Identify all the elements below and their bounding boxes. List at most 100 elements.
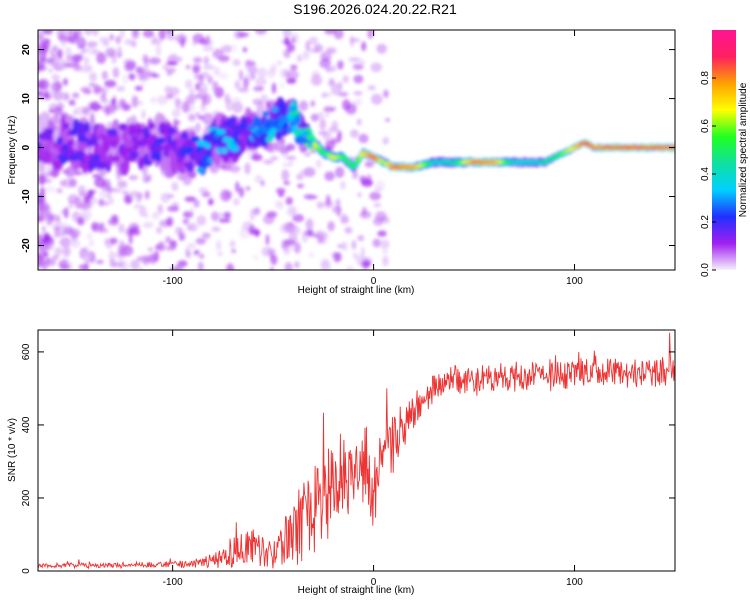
heatmap-ridge-blob — [167, 127, 177, 135]
heatmap-noise-blob — [124, 194, 133, 205]
heatmap-noise-blob — [331, 106, 337, 112]
snr-y-label: SNR (10 * v/v) — [7, 418, 18, 482]
heatmap-noise-blob — [40, 232, 52, 245]
heatmap-noise-blob — [328, 80, 336, 87]
heatmap-noise-blob — [38, 259, 42, 268]
heatmap-noise-blob — [38, 90, 44, 95]
heatmap-noise-blob — [352, 63, 364, 71]
heatmap-ridge-blob — [215, 129, 226, 135]
heatmap-ridge-blob — [237, 123, 248, 130]
heatmap-noise-blob — [41, 225, 47, 234]
heatmap-noise-blob — [133, 204, 143, 209]
heatmap-noise-blob — [131, 95, 139, 108]
heatmap-noise-blob — [38, 233, 43, 245]
heatmap-ridge-blob — [205, 143, 211, 150]
heatmap-ridge-blob — [138, 156, 145, 171]
heatmap-noise-blob — [146, 254, 157, 263]
heatmap-noise-blob — [337, 60, 344, 70]
heatmap-noise-blob — [43, 186, 56, 193]
heatmap-noise-blob — [128, 222, 140, 233]
snr-panel: -100 0 100 0 200 400 600 Height of straight l… — [7, 329, 676, 596]
heatmap-noise-blob — [189, 130, 197, 138]
heatmap-noise-blob — [41, 57, 54, 64]
heatmap-noise-blob — [251, 154, 263, 161]
heatmap-noise-blob — [83, 30, 93, 36]
colorbar-tick-label: 0.4 — [700, 167, 711, 181]
heatmap-noise-blob — [190, 126, 197, 132]
heatmap-noise-blob — [56, 102, 64, 112]
heatmap-noise-blob — [290, 32, 300, 44]
heatmap-noise-blob — [383, 89, 389, 98]
heatmap-noise-blob — [51, 74, 60, 82]
heatmap-noise-blob — [299, 100, 309, 112]
heatmap-ridge-blob — [85, 131, 92, 139]
heatmap-noise-blob — [108, 196, 114, 205]
heatmap-noise-blob — [220, 55, 230, 60]
x-tick-label: 0 — [371, 577, 377, 588]
heatmap-ridge-blob — [51, 153, 58, 161]
heatmap-noise-blob — [252, 85, 264, 93]
heatmap-noise-blob — [41, 205, 51, 211]
heatmap-ridge-blob — [343, 158, 348, 161]
heatmap-ridge-blob — [321, 150, 326, 154]
heatmap-ridge-blob — [280, 105, 288, 112]
heatmap-noise-blob — [77, 216, 85, 226]
heatmap-noise-blob — [115, 35, 121, 44]
heatmap-ridge-blob — [102, 139, 111, 153]
heatmap-noise-blob — [235, 181, 240, 193]
heatmap-noise-blob — [271, 82, 277, 94]
heatmap-noise-blob — [310, 100, 315, 107]
heatmap-noise-blob — [303, 152, 311, 157]
colorbar: 0.0 0.2 0.4 0.6 0.8 Normalized spectral ampl… — [700, 30, 749, 277]
heatmap-noise-blob — [177, 260, 188, 267]
heatmap-noise-blob — [331, 120, 339, 130]
heatmap-noise-blob — [218, 218, 231, 223]
heatmap-ridge-blob — [197, 140, 208, 147]
heatmap-noise-blob — [158, 30, 166, 40]
heatmap-ridge-blob — [274, 130, 283, 141]
heatmap-noise-blob — [308, 251, 315, 258]
heatmap-noise-blob — [59, 237, 72, 248]
heatmap-noise-blob — [67, 194, 79, 205]
heatmap-noise-blob — [56, 188, 63, 193]
heatmap-noise-blob — [370, 62, 383, 73]
heatmap-ridge-blob — [156, 137, 166, 145]
heatmap-ridge-blob — [346, 161, 352, 165]
heatmap-noise-blob — [63, 78, 68, 86]
heatmap-noise-blob — [86, 45, 97, 55]
heatmap-noise-blob — [350, 35, 354, 47]
heatmap-noise-blob — [104, 228, 109, 233]
heatmap-noise-blob — [352, 252, 359, 260]
heatmap-noise-blob — [284, 69, 291, 80]
heatmap-ridge-blob — [317, 148, 323, 151]
heatmap-noise-blob — [110, 99, 117, 104]
heatmap-noise-blob — [255, 77, 267, 87]
heatmap-noise-blob — [215, 240, 222, 251]
heatmap-noise-blob — [232, 59, 241, 67]
heatmap-noise-blob — [254, 228, 260, 237]
heatmap-noise-blob — [372, 238, 381, 248]
heatmap-noise-blob — [98, 198, 105, 207]
heatmap-noise-blob — [139, 81, 146, 87]
heatmap-noise-blob — [380, 239, 390, 250]
heatmap-noise-blob — [311, 71, 321, 79]
heatmap-noise-blob — [242, 221, 254, 232]
y-tick-label: 0 — [21, 144, 32, 150]
heatmap-noise-blob — [157, 204, 164, 215]
heatmap-noise-blob — [252, 254, 260, 260]
heatmap-noise-blob — [305, 40, 311, 51]
heatmap-noise-blob — [303, 144, 309, 152]
heatmap-noise-blob — [369, 191, 382, 201]
heatmap-noise-blob — [359, 210, 372, 219]
heatmap-noise-blob — [333, 30, 344, 40]
heatmap-noise-blob — [282, 30, 292, 38]
heatmap-noise-blob — [81, 201, 90, 210]
heatmap-noise-blob — [286, 43, 296, 53]
heatmap-noise-blob — [286, 78, 297, 84]
heatmap-ridge-blob — [61, 130, 69, 144]
heatmap-noise-blob — [166, 193, 175, 199]
heatmap-noise-blob — [380, 216, 390, 222]
heatmap-noise-blob — [70, 239, 81, 248]
heatmap-noise-blob — [48, 68, 53, 73]
heatmap-noise-blob — [109, 33, 114, 41]
